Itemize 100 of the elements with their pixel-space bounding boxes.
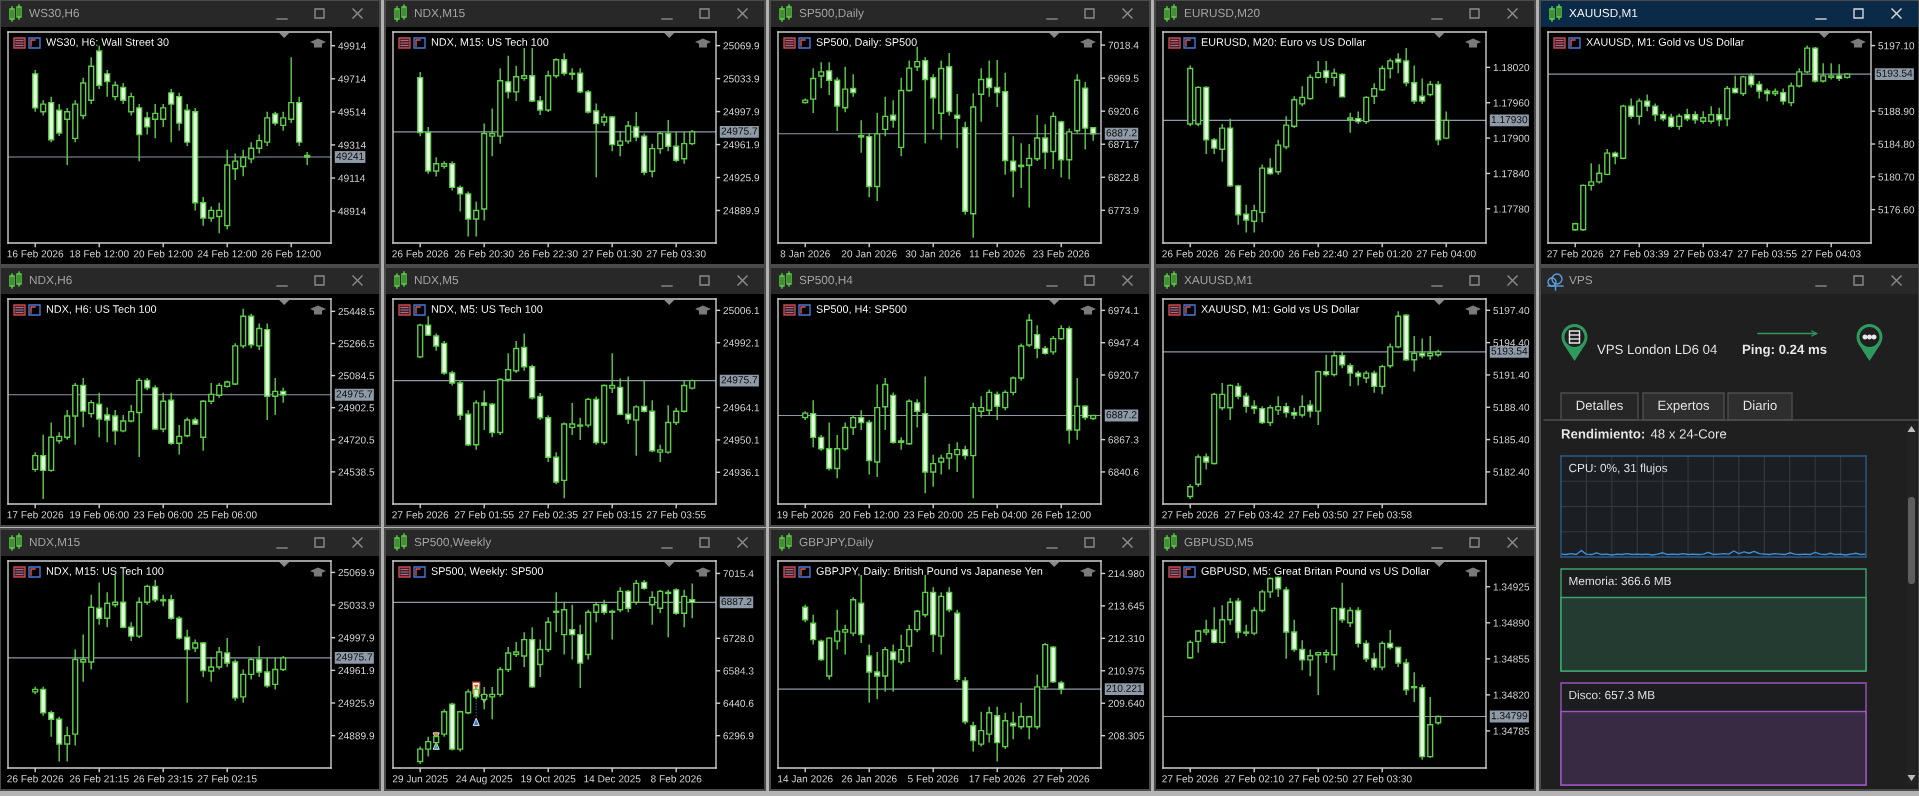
candlestick xyxy=(208,656,215,683)
candlestick xyxy=(625,375,632,425)
candlestick xyxy=(1347,606,1354,628)
x-tick-label: 27 Feb 03:47 xyxy=(1673,249,1733,258)
candlestick xyxy=(521,47,528,82)
ref-line-label: 6887.2 xyxy=(1106,411,1137,419)
candlestick xyxy=(537,95,544,116)
candlestick xyxy=(104,406,111,443)
candlestick xyxy=(64,725,71,763)
y-tick-label: 24964.1 xyxy=(723,404,760,412)
y-tick-label: 6974.1 xyxy=(1108,306,1139,315)
text: Rendimiento: xyxy=(1561,428,1645,439)
chart-subtitle: XAUUSD, M1: Gold vs US Dollar xyxy=(1586,37,1745,48)
x-tick-label: 27 Feb 04:00 xyxy=(1416,249,1476,258)
x-tick-label: 20 Feb 12:00 xyxy=(839,510,899,519)
candlestick xyxy=(144,111,151,136)
x-tick-label: 26 Feb 22:30 xyxy=(518,249,578,258)
candlestick xyxy=(425,735,432,758)
candlestick xyxy=(120,82,127,105)
y-tick-label: 6440.6 xyxy=(723,699,754,707)
candlestick xyxy=(1227,597,1234,626)
y-tick-label: 24889.9 xyxy=(723,207,760,215)
x-tick-label: 27 Feb 04:03 xyxy=(1801,249,1861,258)
x-tick-label: 26 Feb 21:15 xyxy=(69,774,129,783)
x-tick-label: 27 Feb 02:50 xyxy=(1288,774,1348,783)
candlestick xyxy=(882,377,889,431)
y-tick-label: 5191.40 xyxy=(1493,371,1530,379)
candlestick xyxy=(128,92,135,117)
candlestick xyxy=(938,453,945,476)
x-tick-label: 27 Feb 02:35 xyxy=(518,510,578,519)
candlestick xyxy=(465,688,472,715)
candlestick xyxy=(842,623,849,656)
y-tick-label: 48914 xyxy=(338,207,366,215)
candlestick xyxy=(240,149,247,177)
y-tick-label: 5194.40 xyxy=(1493,339,1530,347)
candlestick xyxy=(521,332,528,372)
candlestick xyxy=(1387,629,1394,651)
y-tick-label: 5197.40 xyxy=(1493,306,1530,315)
candlestick xyxy=(1010,135,1017,198)
candlestick xyxy=(1347,362,1354,388)
candlestick xyxy=(1227,383,1234,421)
candlestick xyxy=(248,141,255,164)
ref-line-label: 1.17930 xyxy=(1491,115,1528,124)
candlestick xyxy=(810,67,817,114)
candlestick xyxy=(32,451,39,473)
x-tick-label: 17 Feb 2026 xyxy=(7,510,64,519)
text: Ping: 0.24 ms xyxy=(1742,344,1827,357)
candlestick xyxy=(641,379,648,414)
candlestick xyxy=(168,88,175,143)
y-tick-label: 6969.5 xyxy=(1108,74,1139,82)
chart-title: NDX,M15 xyxy=(414,8,465,19)
y-tick-label: 49714 xyxy=(338,75,366,83)
candlestick xyxy=(818,61,825,89)
candlestick xyxy=(112,80,119,101)
x-tick-label: 26 Feb 23:15 xyxy=(133,774,193,783)
y-tick-label: 1.18020 xyxy=(1493,63,1530,72)
chart-title: GBPJPY,Daily xyxy=(799,537,874,549)
candlestick xyxy=(1339,581,1346,624)
y-tick-label: 6867.3 xyxy=(1108,436,1139,444)
x-tick-label: 27 Feb 03:30 xyxy=(646,249,706,258)
candlestick xyxy=(256,133,263,155)
candlestick xyxy=(633,579,640,606)
chart-title: SP500,H4 xyxy=(799,275,853,286)
y-tick-label: 1.34925 xyxy=(1493,583,1530,591)
x-tick-label: 8 Jan 2026 xyxy=(780,250,830,258)
y-tick-label: 6947.4 xyxy=(1108,339,1139,347)
candlestick xyxy=(1291,619,1298,653)
y-tick-label: 24992.1 xyxy=(723,339,760,347)
x-tick-label: 27 Feb 03:50 xyxy=(1288,510,1348,519)
y-tick-label: 1.34820 xyxy=(1493,691,1530,699)
text: Diario xyxy=(1743,400,1777,411)
candlestick xyxy=(633,404,640,457)
x-tick-label: 27 Feb 03:42 xyxy=(1224,510,1284,519)
candlestick xyxy=(1363,639,1370,663)
chart-title: WS30,H6 xyxy=(29,8,79,19)
y-tick-label: 25069.9 xyxy=(338,569,375,577)
candlestick xyxy=(561,52,568,77)
candlestick xyxy=(842,66,849,113)
chart-title: XAUUSD,M1 xyxy=(1569,8,1638,19)
candlestick xyxy=(577,67,584,95)
x-tick-label: 27 Feb 2026 xyxy=(1162,510,1219,519)
candlestick xyxy=(994,390,1001,421)
candlestick xyxy=(906,623,913,663)
y-tick-label: 5180.70 xyxy=(1878,173,1915,181)
candlestick xyxy=(208,382,215,405)
chart-subtitle: XAUUSD, M1: Gold vs US Dollar xyxy=(1201,304,1360,315)
candlestick xyxy=(505,352,512,383)
y-tick-label: 212.310 xyxy=(1108,634,1145,643)
candlestick xyxy=(1339,72,1346,98)
candlestick xyxy=(1323,354,1330,378)
x-tick-label: 8 Feb 2026 xyxy=(650,774,702,783)
candlestick xyxy=(593,601,600,623)
candlestick xyxy=(1804,44,1811,75)
candlestick xyxy=(1211,606,1218,645)
y-tick-label: 7018.4 xyxy=(1108,41,1139,49)
x-tick-label: 14 Jan 2026 xyxy=(778,775,833,783)
y-tick-label: 209.640 xyxy=(1108,699,1145,707)
candlestick xyxy=(834,609,841,651)
y-tick-label: 49114 xyxy=(338,174,366,182)
candlestick xyxy=(569,604,576,661)
